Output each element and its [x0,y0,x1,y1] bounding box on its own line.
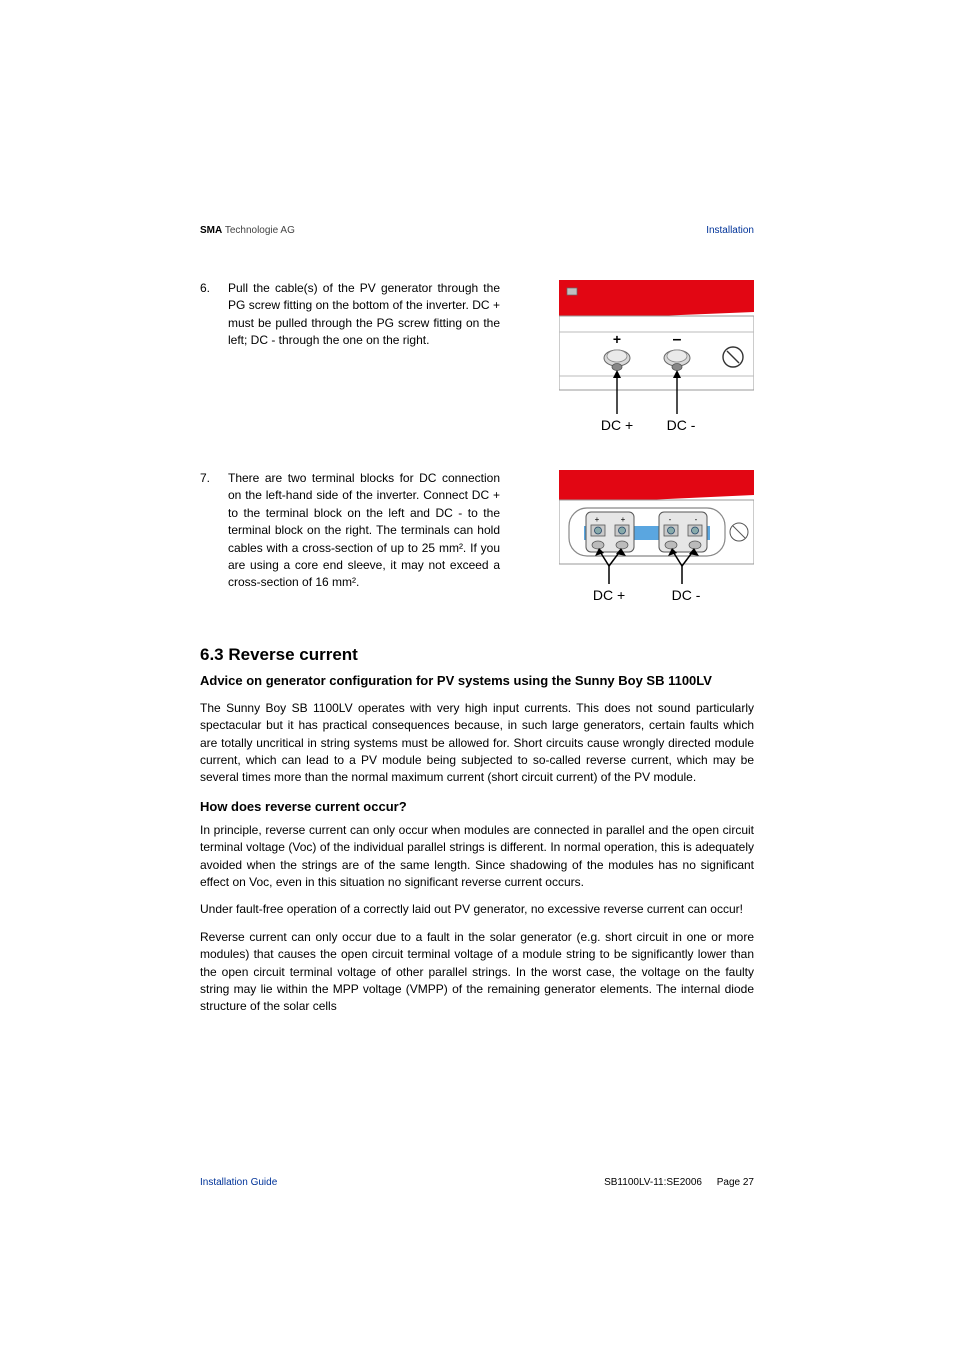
step-6: 6. Pull the cable(s) of the PV generator… [200,280,754,440]
footer-docid: SB1100LV-11:SE2006 [604,1177,702,1188]
step-7-num: 7. [200,470,228,592]
step-6-num: 6. [200,280,228,350]
step-7-figure: + + - - [500,470,754,615]
terminal-block-left: + + [586,512,634,552]
footer-right: SB1100LV-11:SE2006 Page 27 [604,1177,754,1188]
step-7: 7. There are two terminal blocks for DC … [200,470,754,615]
header-company: SMA Technologie AG [200,225,295,236]
dc-minus-label-2: DC - [672,587,701,603]
screw-icon [723,347,743,367]
para-3: Under fault-free operation of a correctl… [200,901,754,918]
footer-page: Page 27 [717,1177,754,1188]
minus-symbol: – [673,331,682,348]
step-6-figure: + – [500,280,754,440]
step-6-text: 6. Pull the cable(s) of the PV generator… [200,280,500,350]
para-4: Reverse current can only occur due to a … [200,929,754,1016]
footer-left: Installation Guide [200,1177,277,1188]
company-bold: SMA [200,225,222,236]
step-6-body: Pull the cable(s) of the PV generator th… [228,280,500,350]
terminal-blocks-diagram: + + - - [559,470,754,615]
page: SMA Technologie AG Installation 6. Pull … [0,0,954,1351]
diagram-small-box [567,288,577,295]
section-title: 6.3 Reverse current [200,645,754,665]
terminal-block-right: - - [659,512,707,552]
dc-plus-label: DC + [601,417,633,433]
page-header: SMA Technologie AG Installation [200,225,754,236]
section-6-3: 6.3 Reverse current Advice on generator … [200,645,754,1016]
content: 6. Pull the cable(s) of the PV generator… [200,280,754,1026]
diagram2-red [559,470,754,504]
step-7-body: There are two terminal blocks for DC con… [228,470,500,592]
svg-text:+: + [595,515,600,524]
diagram-red-top [559,280,754,320]
section-subtitle: Advice on generator configuration for PV… [200,673,754,690]
dc-minus-label: DC - [667,417,696,433]
subhead: How does reverse current occur? [200,799,754,814]
header-section: Installation [706,225,754,236]
plus-symbol: + [613,331,621,347]
para-1: The Sunny Boy SB 1100LV operates with ve… [200,700,754,787]
page-footer: Installation Guide SB1100LV-11:SE2006 Pa… [200,1177,754,1188]
step-7-text: 7. There are two terminal blocks for DC … [200,470,500,592]
svg-text:-: - [695,515,698,524]
dc-plus-label-2: DC + [593,587,625,603]
svg-text:+: + [621,515,626,524]
para-2: In principle, reverse current can only o… [200,822,754,892]
svg-text:-: - [669,515,672,524]
inverter-bottom-diagram: + – [559,280,754,440]
company-rest: Technologie AG [222,225,295,236]
